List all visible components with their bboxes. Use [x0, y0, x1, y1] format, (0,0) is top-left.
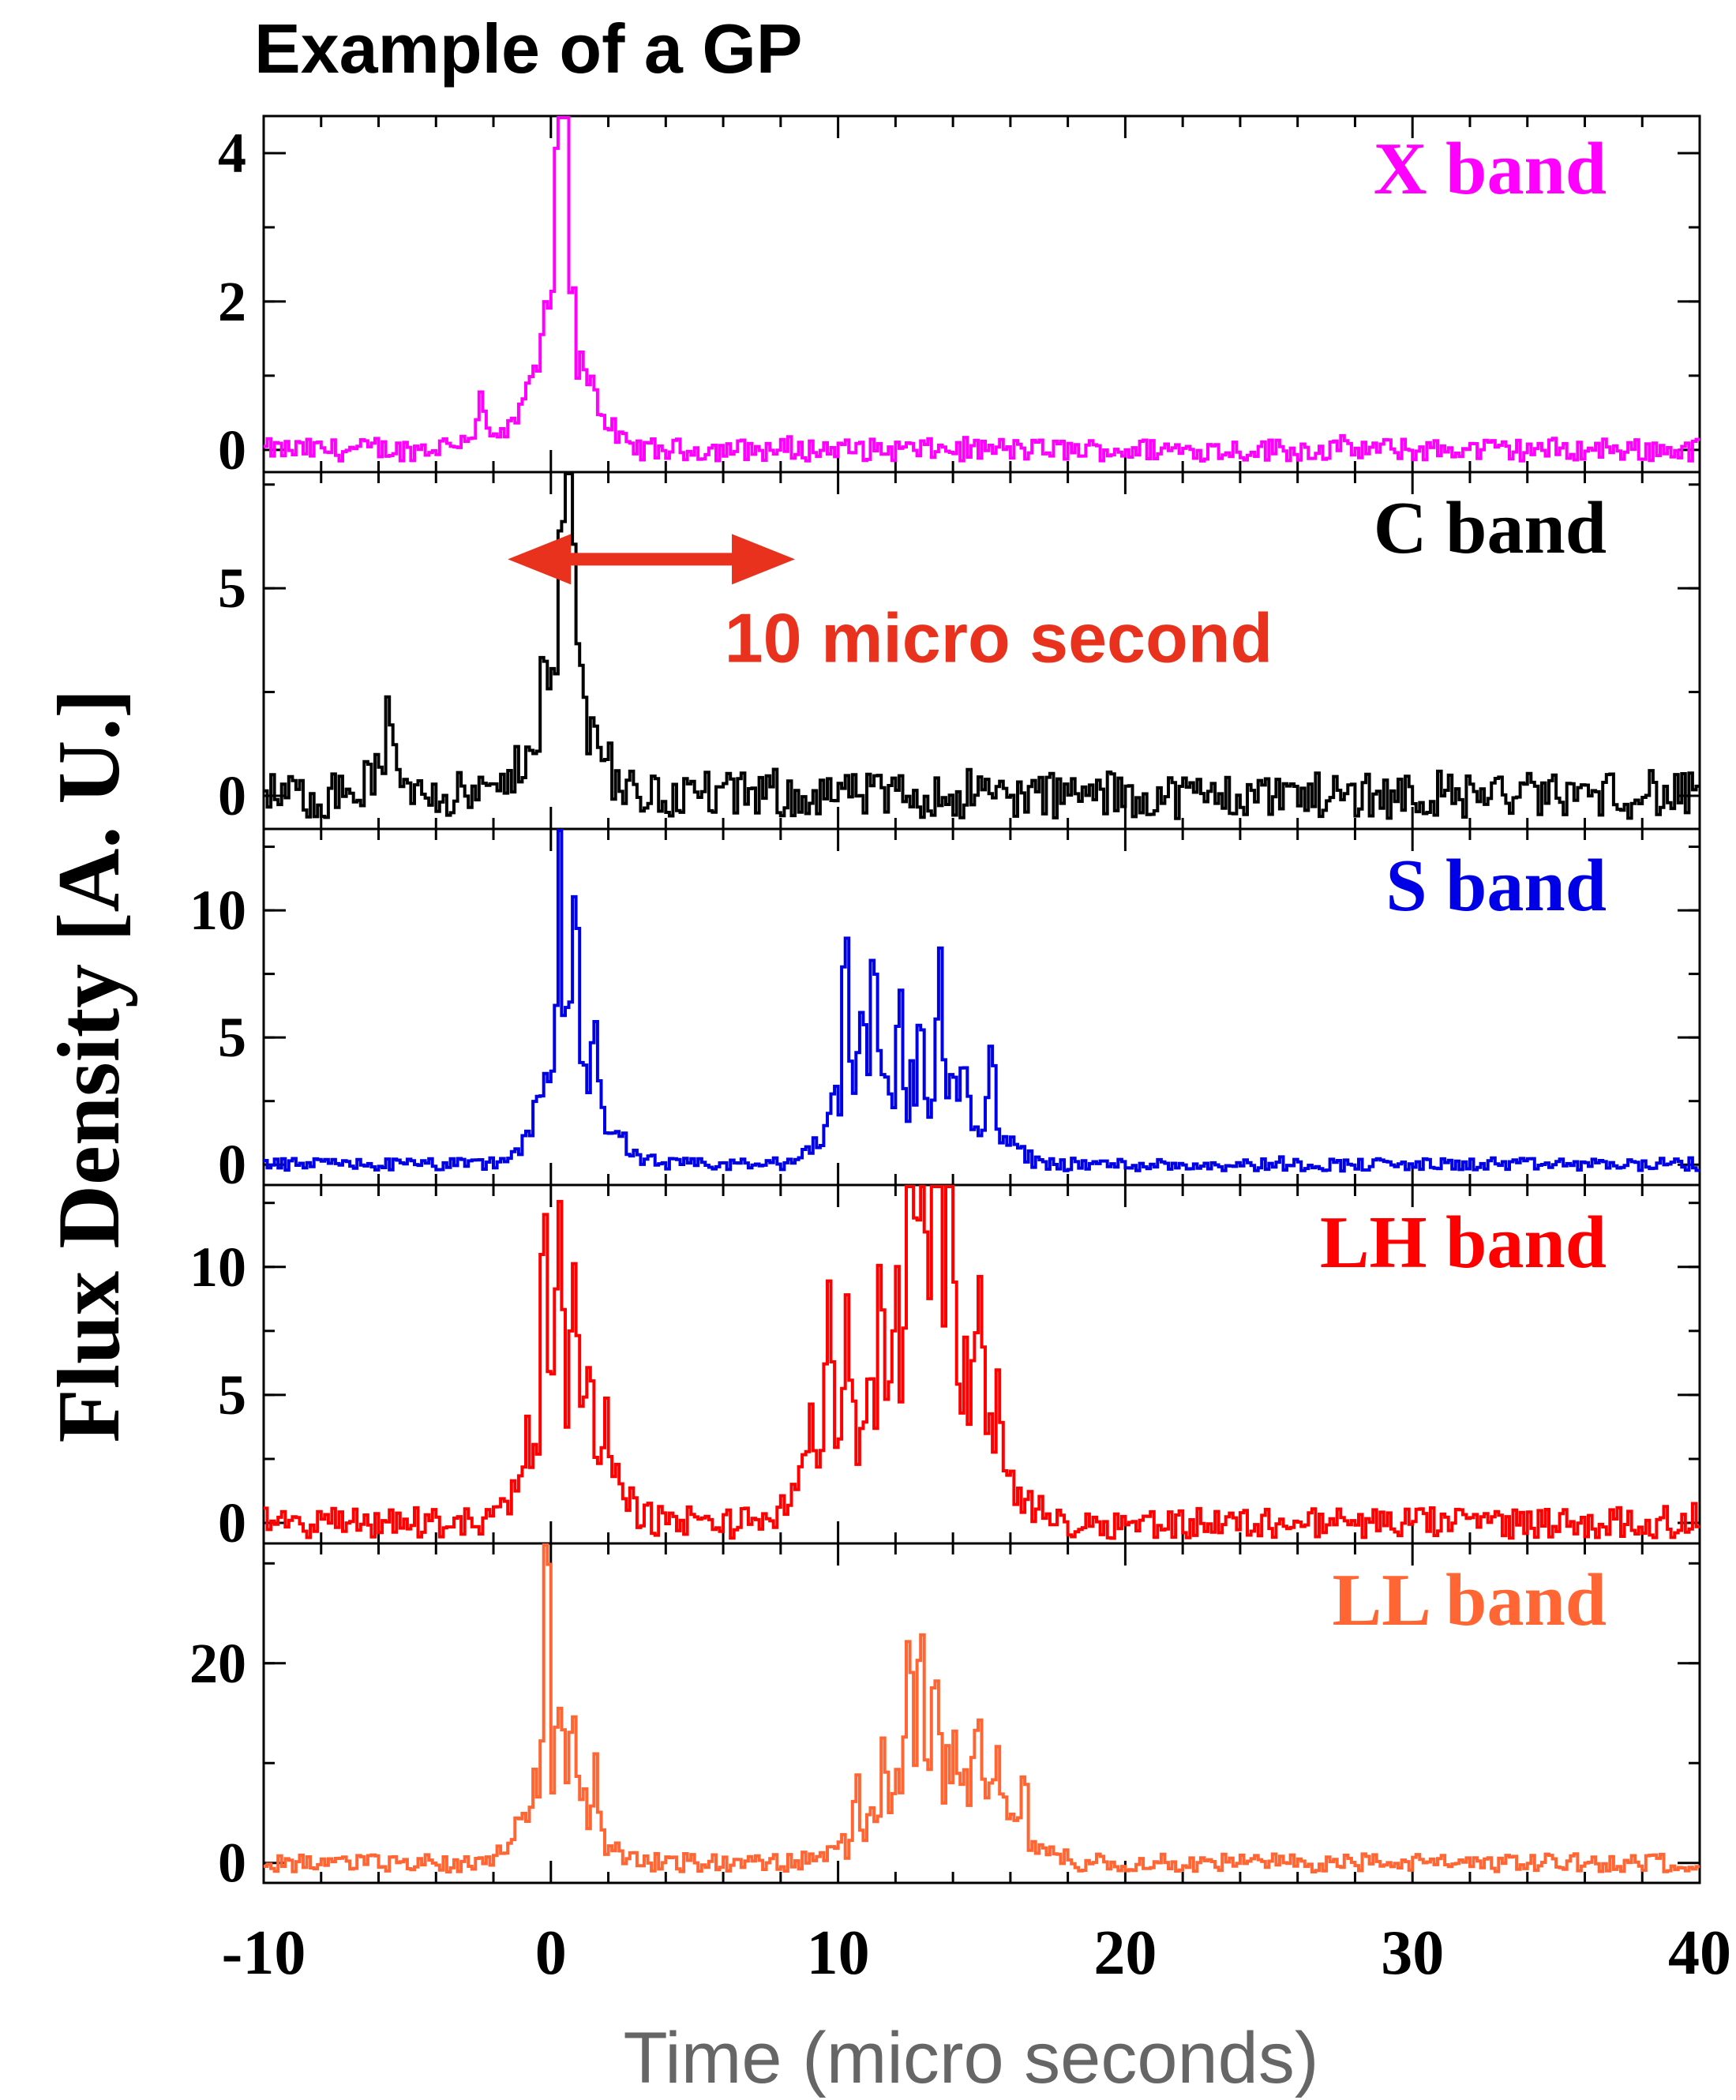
x-axis-label: Time (micro seconds)	[624, 2018, 1319, 2098]
y-tick-label: 0	[218, 1133, 246, 1196]
series-line	[264, 1543, 1700, 1873]
y-tick-label: 0	[218, 1491, 246, 1554]
y-tick-label: 5	[218, 1363, 246, 1427]
series-line	[264, 1185, 1700, 1540]
series-label: LH band	[1320, 1202, 1607, 1284]
chart-title: Example of a GP	[254, 9, 802, 88]
panels: 0 2 4 X band 0 5 C band 0 10 5 S band 0 10 5 LH band 0 2…	[189, 114, 1731, 1988]
series-line	[264, 472, 1700, 820]
x-tick-label: 40	[1668, 1918, 1731, 1988]
arrow-head-right	[732, 534, 796, 585]
x-tick-label: 20	[1093, 1918, 1157, 1988]
panel-2: 0 5 C band	[218, 471, 1701, 831]
panel-5: 0 20 LL band	[189, 1542, 1701, 1895]
y-tick-label: 20	[189, 1632, 246, 1695]
series-line	[264, 829, 1700, 1173]
arrow-head-left	[508, 534, 572, 585]
series-label: S band	[1385, 845, 1607, 927]
panel-1: 0 2 4 X band	[218, 114, 1701, 482]
y-tick-label: 2	[218, 270, 246, 333]
panel-4: 0 10 5 LH band	[189, 1183, 1701, 1554]
y-tick-label: 10	[189, 1236, 246, 1299]
y-tick-label: 0	[218, 1832, 246, 1895]
y-tick-label: 4	[218, 122, 246, 185]
panel-frame	[262, 1542, 1701, 1884]
series-line	[264, 116, 1700, 463]
series-label: C band	[1374, 487, 1607, 569]
y-tick-label: 5	[218, 557, 246, 620]
y-axis-label: Flux Density [A. U.]	[40, 688, 138, 1442]
y-tick-label: 0	[218, 418, 246, 482]
x-tick-label: 0	[535, 1918, 567, 1988]
series-label: X band	[1374, 128, 1607, 210]
annotation-label: 10 micro second	[725, 598, 1273, 677]
y-tick-label: 10	[189, 879, 246, 942]
x-tick-label: -10	[222, 1918, 306, 1988]
annotation-arrow: 10 micro second	[508, 534, 1273, 677]
x-tick-label: 30	[1381, 1918, 1444, 1988]
panel-3: 0 10 5 S band	[189, 827, 1701, 1196]
series-label: LL band	[1332, 1559, 1607, 1641]
y-tick-label: 5	[218, 1006, 246, 1069]
x-tick-label: 10	[807, 1918, 870, 1988]
y-tick-label: 0	[218, 764, 246, 827]
